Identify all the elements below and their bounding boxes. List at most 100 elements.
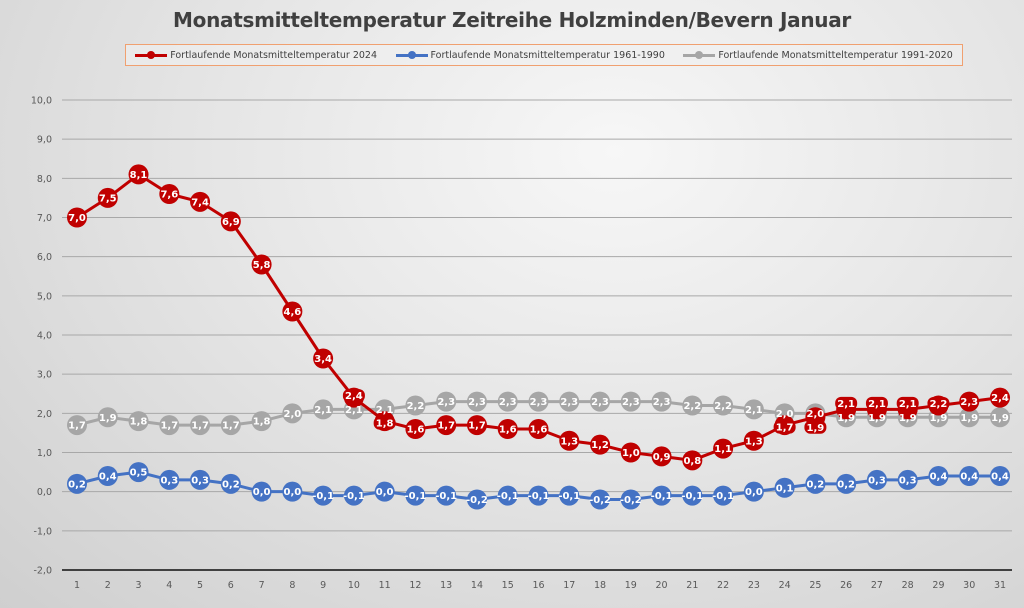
x-tick-label: 13 xyxy=(440,580,452,591)
x-tick-label: 2 xyxy=(105,580,111,591)
data-point xyxy=(528,391,549,412)
data-point xyxy=(466,489,487,510)
data-point xyxy=(959,407,980,428)
x-tick-label: 5 xyxy=(197,580,203,591)
data-label: -0,1 xyxy=(712,491,734,502)
y-tick-label: 0,0 xyxy=(37,487,52,498)
y-tick-label: 2,0 xyxy=(37,409,52,420)
y-tick-label: -1,0 xyxy=(33,526,52,537)
data-label-badge xyxy=(835,396,858,410)
data-label: 1,7 xyxy=(191,421,209,432)
data-point xyxy=(528,419,549,439)
data-point xyxy=(743,399,764,420)
data-label: 6,9 xyxy=(222,217,240,228)
data-point xyxy=(405,395,426,416)
data-label: -0,2 xyxy=(589,495,611,506)
data-point xyxy=(651,485,672,506)
chart-title: Monatsmitteltemperatur Zeitreihe Holzmin… xyxy=(173,8,851,32)
x-tick-label: 30 xyxy=(963,580,975,591)
y-tick-label: 8,0 xyxy=(37,174,52,185)
data-label: 2,3 xyxy=(591,397,609,408)
data-label: 0,3 xyxy=(160,475,178,486)
data-label: 1,7 xyxy=(160,421,178,432)
data-label: 1,9 xyxy=(99,413,117,424)
data-point xyxy=(67,207,87,228)
data-point xyxy=(897,469,918,490)
x-tick-label: 29 xyxy=(932,580,944,591)
data-label: 1,0 xyxy=(622,448,640,459)
data-label: 2,4 xyxy=(991,393,1009,404)
x-tick-label: 31 xyxy=(994,580,1006,591)
data-point xyxy=(128,462,149,483)
data-label: 1,9 xyxy=(991,413,1009,424)
data-label: 2,3 xyxy=(499,397,517,408)
data-point xyxy=(497,391,518,412)
data-label: 0,4 xyxy=(930,472,948,483)
x-tick-label: 7 xyxy=(259,580,265,591)
data-point xyxy=(128,164,149,185)
data-label: 0,9 xyxy=(653,452,671,463)
y-tick-label: 5,0 xyxy=(37,291,52,302)
legend-item-1961-1990: Fortlaufende Monatsmitteltemperatur 1961… xyxy=(395,50,665,61)
data-label: 1,7 xyxy=(776,423,794,434)
data-label: -0,1 xyxy=(404,491,426,502)
data-point xyxy=(190,415,211,436)
x-tick-label: 12 xyxy=(409,580,421,591)
data-label: 2,3 xyxy=(468,397,486,408)
data-label: 1,7 xyxy=(68,421,86,432)
data-point xyxy=(282,481,303,502)
data-point xyxy=(436,391,457,412)
x-tick-label: 9 xyxy=(320,580,326,591)
data-point xyxy=(743,481,764,502)
data-point xyxy=(313,485,334,506)
data-point xyxy=(682,450,703,471)
data-label: 0,0 xyxy=(376,487,394,498)
data-label: 1,2 xyxy=(591,440,609,451)
y-tick-label: 10,0 xyxy=(31,96,52,107)
x-tick-label: 8 xyxy=(289,580,295,591)
data-point xyxy=(159,184,180,204)
series-group xyxy=(67,164,1010,510)
data-point xyxy=(682,395,703,416)
data-point xyxy=(805,473,826,494)
data-point xyxy=(251,411,272,432)
data-point xyxy=(282,403,303,424)
x-tick-label: 20 xyxy=(656,580,668,591)
data-label: 4,6 xyxy=(284,307,302,318)
legend-item-2024: Fortlaufende Monatsmitteltemperatur 2024 xyxy=(135,50,377,61)
data-label: 1,6 xyxy=(530,425,548,436)
data-point xyxy=(497,419,518,439)
data-label: 1,7 xyxy=(468,421,486,432)
data-label: 8,1 xyxy=(130,170,148,181)
data-label: 0,4 xyxy=(960,472,978,483)
data-label: 2,0 xyxy=(284,409,302,420)
data-label: 1,7 xyxy=(437,421,455,432)
x-tick-label: 22 xyxy=(717,580,729,591)
x-tick-label: 23 xyxy=(748,580,760,591)
data-label: 0,3 xyxy=(868,475,886,486)
y-tick-label: 6,0 xyxy=(37,252,52,263)
data-label: 1,9 xyxy=(837,413,855,424)
x-tick-label: 14 xyxy=(471,580,483,591)
data-label: 1,3 xyxy=(560,436,578,447)
data-point xyxy=(959,466,980,486)
data-point xyxy=(466,415,487,436)
data-label: 1,9 xyxy=(930,413,948,424)
data-label: 0,0 xyxy=(284,487,302,498)
data-point xyxy=(651,446,672,467)
data-label: 2,3 xyxy=(960,397,978,408)
data-label: 0,0 xyxy=(745,487,763,498)
data-point xyxy=(313,399,334,420)
data-label: 2,0 xyxy=(807,409,825,420)
data-label: 7,6 xyxy=(160,190,178,201)
data-point xyxy=(67,415,87,436)
y-tick-label: 3,0 xyxy=(37,370,52,381)
data-point xyxy=(220,415,241,436)
data-label: 2,3 xyxy=(622,397,640,408)
data-point xyxy=(743,430,764,451)
data-label: 2,1 xyxy=(745,405,763,416)
legend-swatch-1991-2020 xyxy=(683,50,716,59)
data-point xyxy=(590,391,611,412)
data-label: 2,0 xyxy=(776,409,794,420)
y-tick-label: 4,0 xyxy=(37,331,52,342)
